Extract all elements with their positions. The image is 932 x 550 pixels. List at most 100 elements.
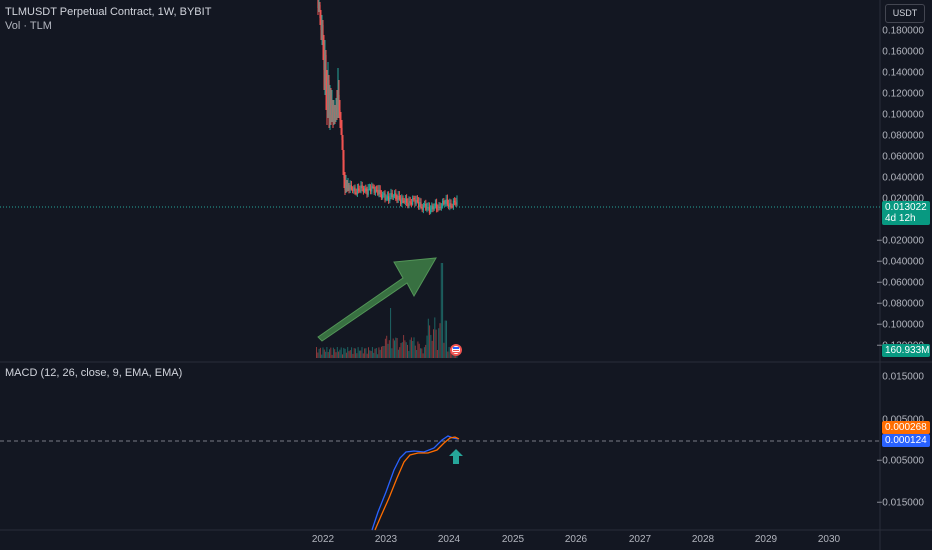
volume-bar (396, 338, 398, 358)
volume-bar (401, 342, 403, 358)
volume-bar (425, 344, 427, 358)
candle-body (365, 188, 367, 192)
candle-body (344, 178, 346, 190)
volume-bar (379, 349, 381, 358)
candle-body (382, 194, 384, 199)
volume-bar (327, 352, 329, 358)
volume-bar (416, 349, 418, 358)
candle-body (321, 25, 323, 30)
candle-body (436, 203, 438, 210)
volume-bar (340, 347, 342, 358)
candle-body (324, 55, 326, 70)
candle-body (331, 105, 333, 115)
macd-axis-label: 0.005000 (882, 414, 924, 426)
candle-body (366, 191, 368, 195)
candle-body (332, 105, 334, 120)
candle-body (401, 197, 403, 204)
annotation-arrow[interactable] (317, 257, 437, 342)
volume-bar (404, 340, 406, 358)
candle-body (362, 188, 364, 193)
volume-legend[interactable]: Vol · TLM (5, 20, 52, 32)
volume-bar (453, 354, 455, 358)
candle-body (414, 199, 416, 204)
volume-bar (336, 347, 338, 358)
candle-body (440, 206, 442, 208)
volume-bar (433, 329, 434, 358)
volume-bar (344, 348, 346, 358)
candle-body (410, 202, 412, 205)
volume-bar (378, 347, 380, 358)
volume-bar (394, 340, 395, 358)
candle-body (322, 25, 324, 45)
volume-bar (375, 347, 377, 358)
candle-body (319, 5, 321, 18)
volume-bar (347, 347, 349, 358)
volume-bar (397, 349, 399, 358)
candle-body (323, 45, 325, 70)
volume-bar (410, 337, 412, 358)
candle-body (418, 202, 420, 207)
volume-bar (343, 347, 345, 358)
time-axis-label: 2023 (374, 534, 398, 545)
currency-button[interactable]: USDT (885, 4, 925, 23)
candle-body (415, 200, 417, 204)
event-flag-icon[interactable] (450, 344, 462, 356)
volume-bar (370, 350, 372, 358)
last-price-value: 0.013022 (885, 202, 927, 213)
candle-body (364, 188, 366, 193)
time-axis-label: 2022 (311, 534, 335, 545)
volume-bar (448, 347, 450, 358)
candle-body (342, 140, 344, 160)
price-axis-label: −0.040000 (876, 256, 924, 268)
candle-body (377, 190, 379, 195)
volume-bar (392, 338, 394, 358)
time-axis-label: 2028 (691, 534, 715, 545)
symbol-title[interactable]: TLMUSDT Perpetual Contract, 1W, BYBIT (5, 6, 212, 18)
macd-axis-label: −0.015000 (876, 497, 924, 509)
candle-body (433, 206, 435, 210)
candle-body (449, 203, 451, 208)
volume-bar (374, 348, 376, 358)
volume-bar (423, 347, 425, 358)
volume-bar (319, 347, 321, 358)
volume-bar (362, 353, 364, 358)
candle-body (353, 187, 355, 191)
candle-body (434, 203, 436, 207)
volume-bar (323, 349, 325, 358)
volume-bar (326, 347, 328, 358)
time-axis-label: 2024 (437, 534, 461, 545)
candle-body (430, 209, 432, 213)
candle-body (354, 187, 356, 193)
volume-bar (400, 343, 402, 358)
candle-body (424, 204, 426, 206)
volume-bar (386, 335, 388, 358)
macd-up-arrow-icon (449, 449, 463, 464)
candle-body (402, 197, 404, 201)
volume-bar (438, 328, 440, 358)
candle-body (385, 198, 387, 200)
volume-bar (348, 351, 350, 358)
price-axis-label: 0.180000 (882, 25, 924, 37)
candle-body (378, 189, 380, 195)
candle-body (390, 193, 392, 198)
candle-body (398, 195, 400, 200)
volume-bar (366, 353, 368, 358)
price-axis-label: 0.140000 (882, 67, 924, 79)
time-axis-label: 2027 (628, 534, 652, 545)
candle-body (341, 128, 343, 140)
candle-body (422, 205, 424, 211)
volume-bar (412, 340, 414, 358)
volume-bar (395, 337, 397, 358)
signal-value-tag: 0.000268 (882, 421, 930, 434)
volume-bar (421, 348, 423, 358)
volume-bar (334, 349, 336, 358)
macd-legend[interactable]: MACD (12, 26, close, 9, EMA, EMA) (5, 367, 183, 379)
volume-bar (405, 342, 407, 358)
candle-body (340, 120, 342, 128)
volume-bar (444, 320, 446, 358)
volume-bar (353, 348, 355, 358)
volume-bar (430, 334, 432, 358)
volume-bar (360, 350, 362, 358)
volume-bar (399, 347, 401, 358)
